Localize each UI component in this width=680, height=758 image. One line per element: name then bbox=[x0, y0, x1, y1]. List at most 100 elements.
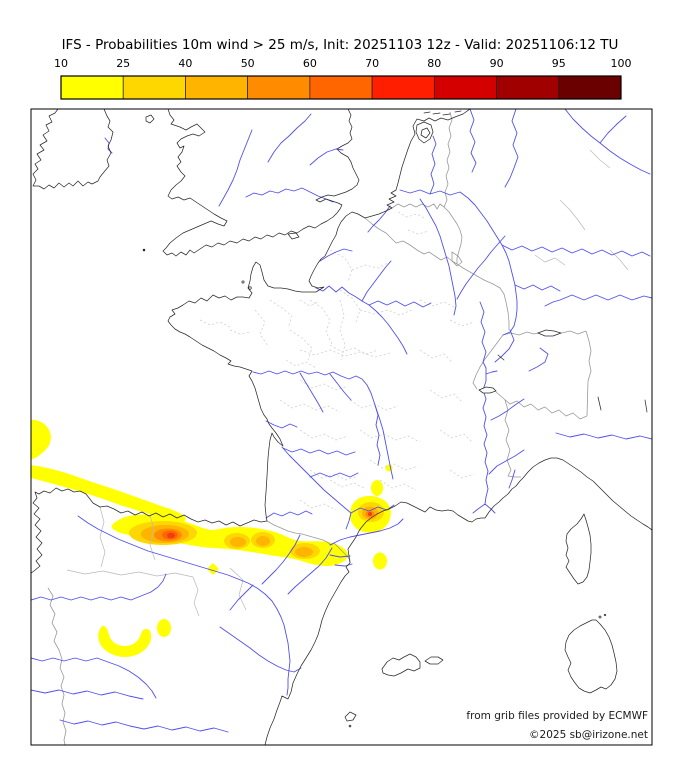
coast-mallorca bbox=[381, 653, 421, 677]
colorbar-swatch-40-50 bbox=[185, 75, 249, 100]
colorbar-swatch-80-90 bbox=[433, 75, 497, 100]
border-german-states bbox=[609, 249, 629, 271]
rivers bbox=[31, 109, 652, 733]
border-switzerland-italy bbox=[495, 391, 588, 420]
river-allier bbox=[374, 404, 381, 466]
river-dordogne bbox=[282, 447, 356, 456]
lake-constance bbox=[536, 329, 563, 337]
colorbar-swatch-60-70 bbox=[309, 75, 373, 100]
coast-scilly bbox=[142, 248, 146, 252]
river-aare bbox=[528, 347, 549, 372]
attribution-source: from grib files provided by ECMWF bbox=[466, 710, 648, 722]
river-ouse bbox=[309, 148, 344, 166]
colorbar-tick: 90 bbox=[490, 57, 504, 70]
river-marne bbox=[368, 300, 432, 308]
river-moselle bbox=[456, 235, 506, 300]
colorbar-tick: 40 bbox=[178, 57, 192, 70]
blob-pyrenees-mid-p40a bbox=[230, 537, 246, 547]
river-oise bbox=[361, 260, 392, 302]
river-lot bbox=[309, 472, 359, 478]
river-tajo bbox=[31, 657, 157, 699]
border-france-belgium bbox=[364, 217, 458, 265]
river-var bbox=[508, 469, 516, 489]
river-thames bbox=[245, 187, 334, 203]
colorbar-swatch-10-25 bbox=[60, 75, 124, 100]
border-spain-regions bbox=[99, 506, 106, 568]
coast-formentera bbox=[348, 724, 352, 728]
lakes bbox=[478, 329, 648, 413]
border-france-italy bbox=[504, 399, 521, 478]
border-spain-regions bbox=[66, 569, 194, 578]
river-ijssel bbox=[429, 135, 437, 195]
river-trent bbox=[267, 113, 312, 163]
colorbar-tick: 95 bbox=[552, 57, 566, 70]
river-seine bbox=[315, 285, 408, 355]
border-spain-france-pyrenees bbox=[266, 520, 351, 563]
map-content: from grib files provided by ECMWF ©2025 … bbox=[31, 109, 652, 745]
river-charente bbox=[265, 420, 298, 429]
border-spain-regions bbox=[192, 576, 200, 617]
river-elbe-tributary bbox=[599, 115, 627, 144]
colorbar-tick: 100 bbox=[611, 57, 632, 70]
probability-shading bbox=[31, 419, 393, 657]
coastlines bbox=[31, 109, 652, 745]
river-aude bbox=[329, 518, 404, 546]
department-boundaries bbox=[199, 211, 475, 511]
blob-iberic-crescent bbox=[98, 625, 152, 657]
river-ebro-tributary-b bbox=[261, 534, 301, 585]
blob-diamond-ebro bbox=[207, 563, 219, 575]
river-segura bbox=[59, 719, 229, 733]
coast-ireland bbox=[32, 109, 114, 190]
colorbar-tick-labels: 10 25 40 50 60 70 80 90 95 100 bbox=[54, 57, 632, 70]
river-ems bbox=[469, 109, 477, 173]
river-cher bbox=[329, 373, 352, 401]
river-danube bbox=[544, 294, 652, 307]
coast-great-britain bbox=[162, 109, 360, 257]
coast-isle-of-man bbox=[145, 114, 155, 124]
border-belgium-netherlands bbox=[391, 203, 445, 210]
figure-title: IFS - Probabilities 10m wind > 25 m/s, I… bbox=[62, 37, 619, 53]
colorbar-swatch-95-100 bbox=[558, 75, 622, 100]
border-switzerland-east bbox=[585, 330, 592, 417]
colorbar: 10 25 40 50 60 70 80 90 95 100 bbox=[54, 57, 632, 100]
blob-roussillon-spot bbox=[373, 552, 387, 570]
attribution-copyright: ©2025 sb@irizone.net bbox=[529, 729, 648, 741]
border-german-states bbox=[589, 149, 611, 169]
border-portugal-spain bbox=[47, 587, 67, 745]
river-ebro-tributary-a bbox=[287, 547, 333, 595]
river-adour bbox=[265, 510, 313, 519]
colorbar-tick: 70 bbox=[365, 57, 379, 70]
river-loire bbox=[252, 370, 394, 480]
river-rhone bbox=[482, 370, 498, 505]
river-ebro-tributary-c bbox=[229, 584, 254, 611]
blob-iberic-spot bbox=[157, 619, 171, 637]
lake-maggiore bbox=[597, 396, 602, 411]
border-switzerland-west bbox=[472, 334, 504, 390]
blob-tarn-spot bbox=[371, 480, 383, 496]
blob-biscay-band bbox=[31, 465, 186, 522]
coast-mediterranean bbox=[264, 457, 652, 745]
blob-aude-p70 bbox=[368, 512, 372, 516]
attribution: from grib files provided by ECMWF ©2025 … bbox=[466, 710, 648, 741]
lake-geneva bbox=[478, 386, 497, 394]
colorbar-swatch-25-40 bbox=[122, 75, 186, 100]
coast-sardinia bbox=[564, 619, 618, 694]
river-somme bbox=[319, 248, 353, 262]
lake-neuchatel bbox=[497, 354, 505, 361]
river-jucar bbox=[219, 626, 302, 673]
coast-corsica bbox=[565, 513, 592, 585]
river-rhone-delta bbox=[472, 503, 496, 514]
colorbar-swatches bbox=[60, 75, 622, 100]
border-netherlands-germany bbox=[443, 111, 453, 208]
coast-ibiza bbox=[344, 711, 357, 722]
colorbar-tick: 25 bbox=[116, 57, 130, 70]
river-douro bbox=[31, 573, 167, 601]
river-isere bbox=[490, 398, 525, 421]
river-durance bbox=[488, 449, 525, 475]
river-severn bbox=[218, 129, 253, 207]
blob-biscay-edge bbox=[31, 419, 51, 460]
river-elbe bbox=[564, 109, 651, 175]
colorbar-swatch-70-80 bbox=[371, 75, 435, 100]
coast-wadden-islands bbox=[423, 110, 462, 116]
